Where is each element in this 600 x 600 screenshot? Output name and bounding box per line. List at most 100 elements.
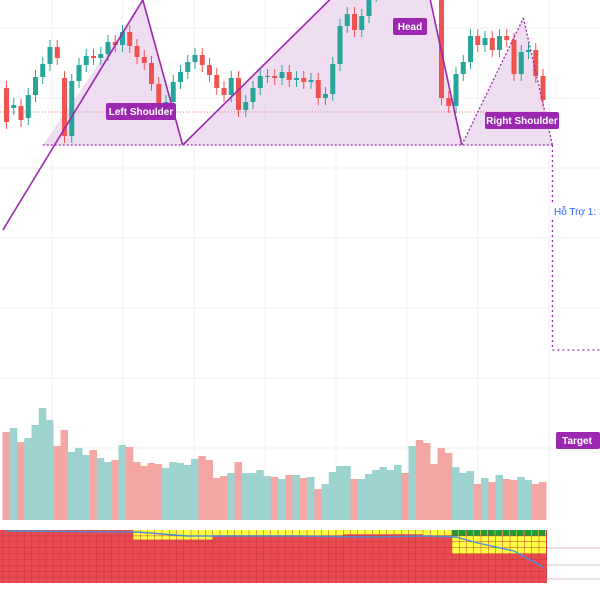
candle-body bbox=[40, 64, 46, 77]
candle bbox=[504, 29, 510, 47]
candle bbox=[352, 7, 357, 37]
volume-bar bbox=[336, 466, 344, 520]
volume-bar bbox=[495, 475, 503, 520]
candle-body bbox=[511, 40, 517, 74]
volume-bar bbox=[270, 477, 279, 520]
candle-body bbox=[25, 95, 31, 118]
volume-bar bbox=[220, 476, 228, 520]
candle-body bbox=[482, 38, 488, 45]
candle bbox=[359, 9, 365, 37]
volume-bar bbox=[82, 455, 90, 520]
candle bbox=[199, 48, 205, 72]
volume-bar bbox=[38, 408, 47, 520]
volume-bar bbox=[524, 480, 532, 520]
candle bbox=[330, 57, 336, 101]
volume-bar bbox=[162, 468, 170, 520]
head-area bbox=[182, 0, 462, 145]
candle bbox=[366, 0, 372, 23]
candle bbox=[236, 71, 241, 117]
candle-body bbox=[446, 98, 452, 106]
volume-bar bbox=[125, 447, 134, 520]
volume-bar bbox=[408, 446, 416, 520]
volume-bar bbox=[365, 474, 373, 520]
candle bbox=[91, 49, 96, 65]
candle bbox=[243, 95, 249, 117]
candle bbox=[185, 55, 191, 79]
candle-body bbox=[156, 84, 162, 108]
volume-bar bbox=[133, 462, 141, 520]
indicator-green-cell bbox=[481, 530, 488, 536]
indicator-green-cell bbox=[452, 530, 459, 536]
candle-body bbox=[33, 77, 38, 95]
volume-bar bbox=[241, 473, 250, 520]
volume-bar bbox=[473, 484, 482, 520]
volume-bar bbox=[263, 476, 271, 520]
candle bbox=[272, 69, 278, 85]
candle-body bbox=[228, 78, 234, 95]
candle-body bbox=[344, 14, 350, 26]
volume-bar bbox=[299, 478, 308, 520]
candle bbox=[25, 88, 31, 125]
volume-bar bbox=[278, 479, 286, 520]
volume-bar bbox=[459, 473, 467, 520]
candle bbox=[54, 40, 60, 65]
volume-bar bbox=[256, 470, 264, 520]
pattern-line bbox=[461, 17, 525, 146]
target-label-text: Target bbox=[562, 436, 592, 447]
candle-body bbox=[141, 57, 147, 63]
target-label: Target bbox=[556, 432, 600, 449]
right-shoulder-label: Right Shoulder bbox=[485, 112, 559, 129]
candle-body bbox=[69, 81, 75, 136]
candle bbox=[83, 49, 89, 72]
candle bbox=[40, 57, 46, 84]
candle-body bbox=[112, 42, 118, 45]
candle-body bbox=[460, 62, 466, 74]
candle-body bbox=[76, 65, 82, 81]
volume-bar bbox=[176, 463, 184, 520]
candle-body bbox=[504, 36, 510, 40]
candle bbox=[33, 70, 38, 102]
volume-bar bbox=[401, 473, 409, 520]
candle bbox=[257, 69, 263, 95]
volume-bar bbox=[234, 462, 242, 520]
candle bbox=[127, 25, 133, 53]
volume-bar bbox=[147, 463, 155, 520]
candle-body bbox=[149, 63, 154, 84]
volume-bar bbox=[249, 473, 257, 520]
candle bbox=[497, 29, 502, 57]
candle-body bbox=[11, 105, 17, 108]
volume-bar bbox=[169, 462, 177, 520]
candle bbox=[540, 69, 546, 107]
candle bbox=[221, 81, 227, 102]
candle-body bbox=[91, 56, 96, 58]
candle-body bbox=[4, 88, 9, 122]
volume-bar bbox=[292, 475, 300, 520]
support-label: Hỗ Trợ 1: 1 bbox=[551, 205, 600, 219]
volume-bar bbox=[510, 480, 518, 520]
volume-bar bbox=[357, 479, 366, 520]
candle-body bbox=[62, 78, 67, 136]
candle-body bbox=[352, 14, 357, 30]
candle bbox=[192, 48, 198, 69]
candle-body bbox=[330, 64, 336, 94]
candle-body bbox=[54, 47, 60, 58]
candle-body bbox=[98, 54, 104, 58]
volume-bar bbox=[466, 471, 474, 520]
volume-bar bbox=[118, 445, 126, 520]
candle-body bbox=[489, 38, 495, 50]
left-shoulder-label-text: Left Shoulder bbox=[109, 107, 174, 118]
candle-body bbox=[359, 16, 365, 30]
candle bbox=[446, 91, 452, 113]
candle-body bbox=[250, 88, 256, 102]
volume-bar bbox=[307, 477, 315, 520]
support-label-text: Hỗ Trợ 1: 1 bbox=[554, 205, 600, 218]
volume-bar bbox=[539, 482, 547, 520]
candle-body bbox=[178, 72, 183, 82]
indicator-block bbox=[343, 530, 423, 535]
volume-bar bbox=[53, 446, 61, 520]
volume-bar bbox=[444, 453, 453, 520]
indicator-green-cell bbox=[459, 530, 466, 536]
volume-bar bbox=[314, 489, 322, 520]
indicator-green-cell bbox=[524, 530, 531, 536]
